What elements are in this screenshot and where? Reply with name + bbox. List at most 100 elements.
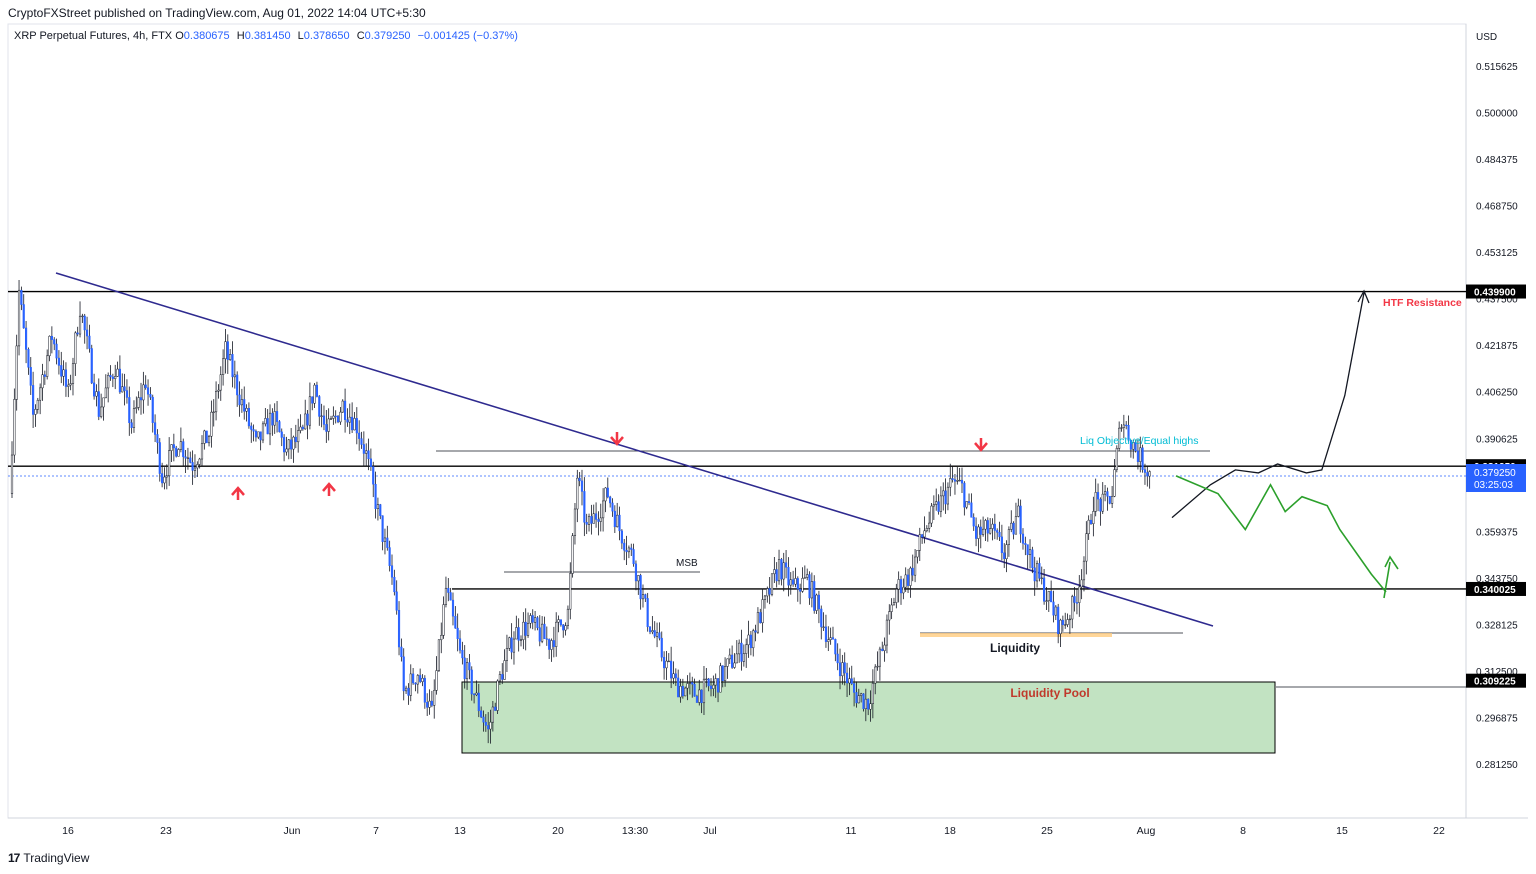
candle-body — [1078, 586, 1081, 603]
candle-body — [179, 441, 182, 450]
candle-body — [149, 393, 152, 398]
candle-body — [735, 653, 738, 664]
low-label: L — [297, 30, 304, 42]
y-tick-label: 0.343750 — [1476, 574, 1518, 585]
candle-body — [731, 654, 734, 668]
candle-body — [433, 690, 436, 706]
candle-body — [543, 623, 546, 639]
candle-body — [381, 515, 384, 542]
candle-body — [939, 495, 942, 512]
candle-body — [684, 687, 687, 697]
candle-body — [395, 591, 398, 611]
y-tick-label: 0.421875 — [1476, 341, 1518, 352]
candle-body — [646, 598, 649, 628]
y-tick-label: 0.437500 — [1476, 295, 1518, 306]
candle-body — [1000, 536, 1003, 554]
candle-body — [29, 367, 32, 386]
candle-body — [512, 638, 516, 653]
candle-body — [215, 391, 218, 413]
candle-body — [355, 418, 358, 434]
candle-body — [653, 630, 656, 637]
candle-body — [637, 575, 640, 582]
candle-body — [616, 514, 619, 528]
candle-body — [484, 721, 487, 726]
candle-body — [630, 547, 633, 550]
candle-body — [400, 646, 403, 658]
candle-body — [719, 665, 722, 693]
candle-body — [100, 406, 103, 417]
candle-body — [641, 594, 645, 600]
candle-body — [604, 487, 607, 502]
candle-body — [1028, 549, 1032, 556]
y-tick-label: 0.390625 — [1476, 434, 1518, 445]
candle-body — [1021, 533, 1025, 544]
candle-body — [423, 677, 426, 703]
symbol-legend: XRP Perpetual Futures, 4h, FTX O0.380675… — [14, 30, 522, 42]
candle-body — [998, 532, 1001, 538]
candle-body — [585, 522, 588, 525]
candle-body — [1096, 492, 1100, 500]
candle-body — [503, 660, 506, 680]
level-badge-label: 0.439900 — [1474, 288, 1516, 299]
candle-body — [22, 304, 25, 329]
candle-body — [46, 355, 49, 377]
candle-body — [592, 513, 595, 524]
candle-body — [444, 587, 448, 605]
candle-body — [123, 386, 126, 391]
candle-body — [885, 619, 889, 646]
candle-body — [1050, 591, 1053, 603]
candle-body — [667, 660, 670, 663]
high-value: 0.381450 — [244, 30, 291, 42]
candle-body — [977, 526, 980, 539]
current-price-badge — [1466, 464, 1526, 492]
y-tick-label: 0.312500 — [1476, 667, 1518, 678]
y-tick-label: 0.328125 — [1476, 620, 1518, 631]
candle-body — [937, 501, 940, 512]
candle-body — [611, 502, 614, 512]
candle-body — [930, 505, 933, 524]
candle-body — [942, 490, 945, 497]
candle-body — [74, 332, 77, 365]
candle-body — [407, 687, 410, 696]
candle-body — [599, 517, 602, 522]
candle-body — [923, 530, 926, 538]
candle-body — [1136, 450, 1139, 462]
candle-body — [759, 612, 762, 624]
candle-body — [606, 487, 609, 498]
candle-body — [219, 374, 222, 391]
candle-body — [834, 639, 837, 655]
candle-body — [541, 623, 544, 642]
level-badge — [1466, 284, 1526, 299]
candle-body — [200, 443, 204, 460]
close-label: C — [356, 30, 365, 42]
candle-body — [695, 696, 699, 703]
candle-body — [827, 639, 830, 642]
candle-body — [1129, 439, 1132, 450]
candle-body — [435, 670, 438, 691]
candle-body — [571, 535, 574, 574]
candle-body — [768, 588, 771, 595]
descending-trendline — [55, 272, 1214, 627]
x-axis-ticks: 16 23 Jun 7 13 20 13:30 Jul 11 18 25 Aug 8 15 22 — [62, 825, 1445, 837]
candle-body — [1106, 491, 1109, 497]
candle-body — [348, 416, 351, 423]
x-tick-label: Jul — [703, 825, 716, 837]
candle-body — [437, 639, 440, 671]
candle-body — [212, 411, 215, 413]
candle-body — [1064, 624, 1067, 626]
x-tick-label: 23 — [160, 825, 172, 837]
arrow-down-1 — [610, 432, 624, 446]
candle-body — [163, 476, 166, 484]
candle-body — [867, 698, 870, 710]
candle-body — [193, 467, 197, 471]
candle-body — [487, 725, 490, 730]
tv-logo-mark: 17 — [8, 851, 20, 865]
candle-body — [935, 501, 938, 505]
support-resistance-levels — [8, 290, 1466, 590]
candle-body — [334, 415, 337, 418]
candle-body — [632, 549, 635, 565]
tradingview-logo[interactable]: 17 TradingView — [8, 851, 89, 865]
candle-body — [430, 700, 433, 706]
candle-body — [419, 675, 422, 682]
